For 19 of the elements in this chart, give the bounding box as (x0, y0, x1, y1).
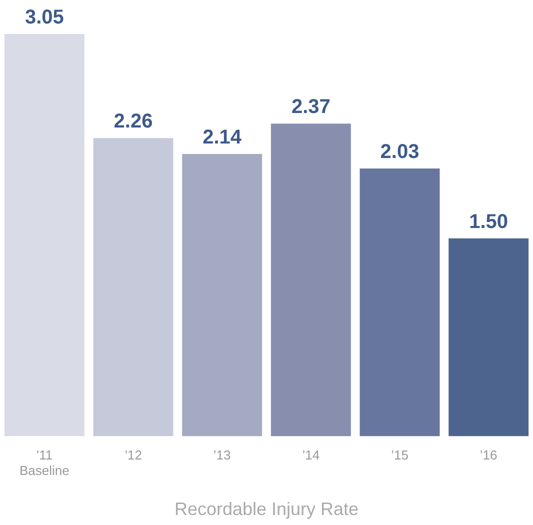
data-label: 2.26 (114, 110, 153, 133)
x-tick-label: ’15 (391, 448, 408, 463)
x-axis-title: Recordable Injury Rate (174, 499, 359, 520)
bar (270, 124, 351, 436)
x-tick-label: ’11 Baseline (19, 448, 70, 478)
bar (4, 34, 84, 436)
data-label: 2.03 (380, 141, 420, 164)
data-label: 2.14 (202, 126, 242, 149)
bar (360, 168, 440, 436)
data-label: 3.05 (24, 6, 64, 29)
bar (182, 154, 262, 436)
data-label: 2.37 (291, 96, 330, 118)
data-label: 1.50 (469, 210, 508, 233)
bar (93, 138, 174, 436)
bar (448, 238, 529, 436)
x-tick-label: ’12 (124, 448, 142, 463)
x-tick-label: ’16 (480, 448, 498, 463)
x-tick-label: ’13 (213, 448, 231, 463)
x-tick-label: ’14 (302, 448, 320, 463)
